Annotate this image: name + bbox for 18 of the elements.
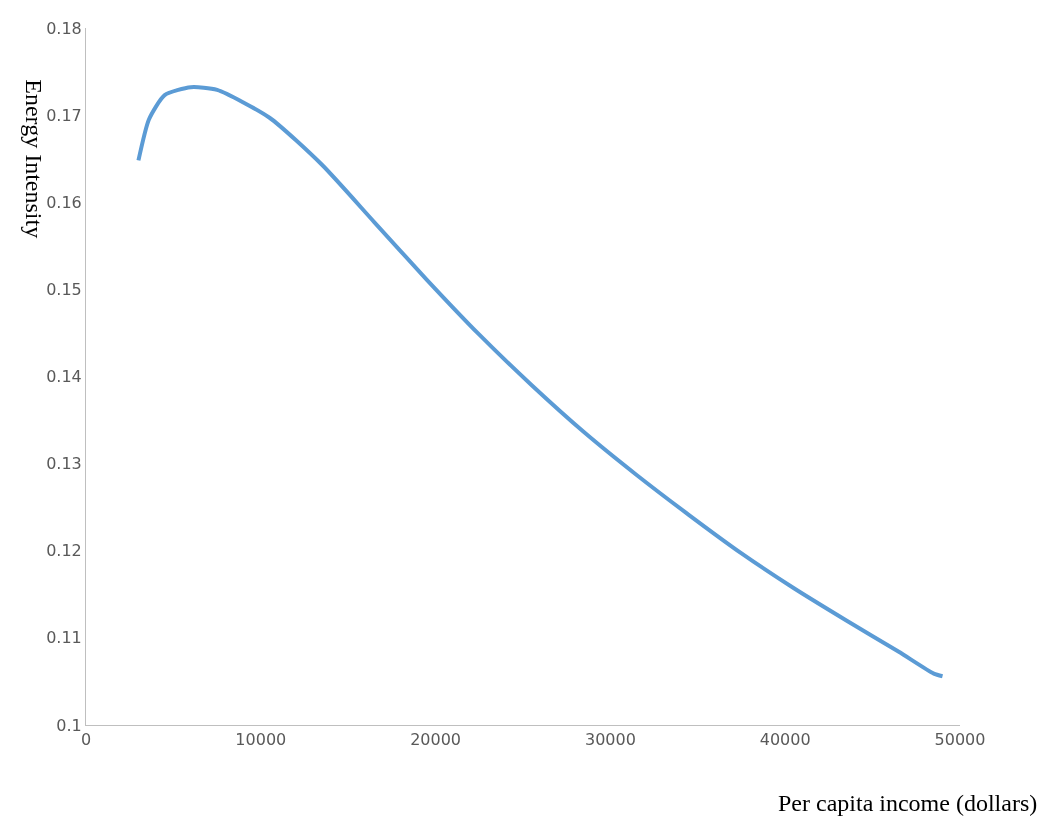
x-tick-label: 40000 — [759, 730, 811, 750]
x-tick-label: 30000 — [584, 730, 636, 750]
x-tick-label: 50000 — [934, 730, 986, 750]
x-tick-label: 0 — [80, 730, 92, 750]
y-axis-title: Energy Intensity — [21, 79, 48, 239]
y-tick-label: 0.11 — [46, 628, 82, 648]
y-tick-label: 0.12 — [46, 541, 82, 561]
y-tick-label: 0.15 — [46, 279, 82, 299]
y-tick-label: 0.18 — [46, 18, 82, 38]
line-series — [136, 85, 945, 679]
y-tick-label: 0.13 — [46, 454, 82, 474]
x-axis-title: Per capita income (dollars) — [778, 790, 1038, 816]
y-tick-label: 0.1 — [56, 715, 82, 735]
x-tick-label: 20000 — [410, 730, 462, 750]
x-tick-label: 10000 — [235, 730, 287, 750]
y-tick-label: 0.17 — [46, 105, 82, 125]
y-tick-label: 0.16 — [46, 192, 82, 212]
y-tick-label: 0.14 — [46, 367, 82, 387]
